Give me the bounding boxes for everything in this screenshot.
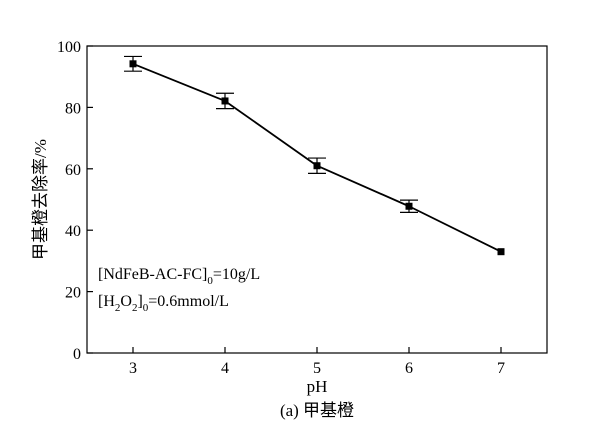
y-tick-label: 80 <box>65 100 81 117</box>
annotation-h2o2-dose: [H2O2]0=0.6mmol/L <box>98 293 229 314</box>
x-axis-label: pH <box>307 377 328 396</box>
annotation-h2o2-part-3: ] <box>137 293 142 310</box>
x-tick-label: 3 <box>129 360 137 377</box>
x-tick-label: 7 <box>497 360 505 377</box>
annotation-catalyst-prefix: [NdFeB-AC-FC] <box>98 266 207 283</box>
data-point <box>221 97 229 105</box>
data-point <box>405 202 413 210</box>
annotation-h2o2-part-1: [H <box>98 293 115 310</box>
y-tick-label: 20 <box>65 285 81 302</box>
data-point <box>497 248 505 256</box>
x-tick-label: 5 <box>313 360 321 377</box>
annotation-h2o2-part-4: =0.6mmol/L <box>148 293 229 310</box>
data-series <box>124 55 505 256</box>
y-tick-label: 100 <box>57 39 81 56</box>
annotation-catalyst-suffix: =10g/L <box>213 266 260 283</box>
annotation-h2o2-sub-1: 2 <box>115 302 121 314</box>
data-point <box>129 60 137 68</box>
annotation-catalyst-subscript: 0 <box>207 275 213 287</box>
x-tick-label: 6 <box>405 360 413 377</box>
data-point <box>313 162 321 170</box>
figure-caption: (a) 甲基橙 <box>280 401 354 420</box>
annotation-catalyst-dose: [NdFeB-AC-FC]0=10g/L <box>98 266 260 287</box>
y-tick-label: 60 <box>65 162 81 179</box>
annotation-h2o2-sub-2: 2 <box>132 302 138 314</box>
x-tick-label: 4 <box>221 360 229 377</box>
y-tick-label: 40 <box>65 223 81 240</box>
y-tick-label: 0 <box>73 346 81 363</box>
annotation-h2o2-sub-3: 0 <box>143 302 149 314</box>
annotation-h2o2-part-2: O <box>120 293 132 310</box>
y-axis-label: 甲基橙去除率/% <box>31 139 50 260</box>
